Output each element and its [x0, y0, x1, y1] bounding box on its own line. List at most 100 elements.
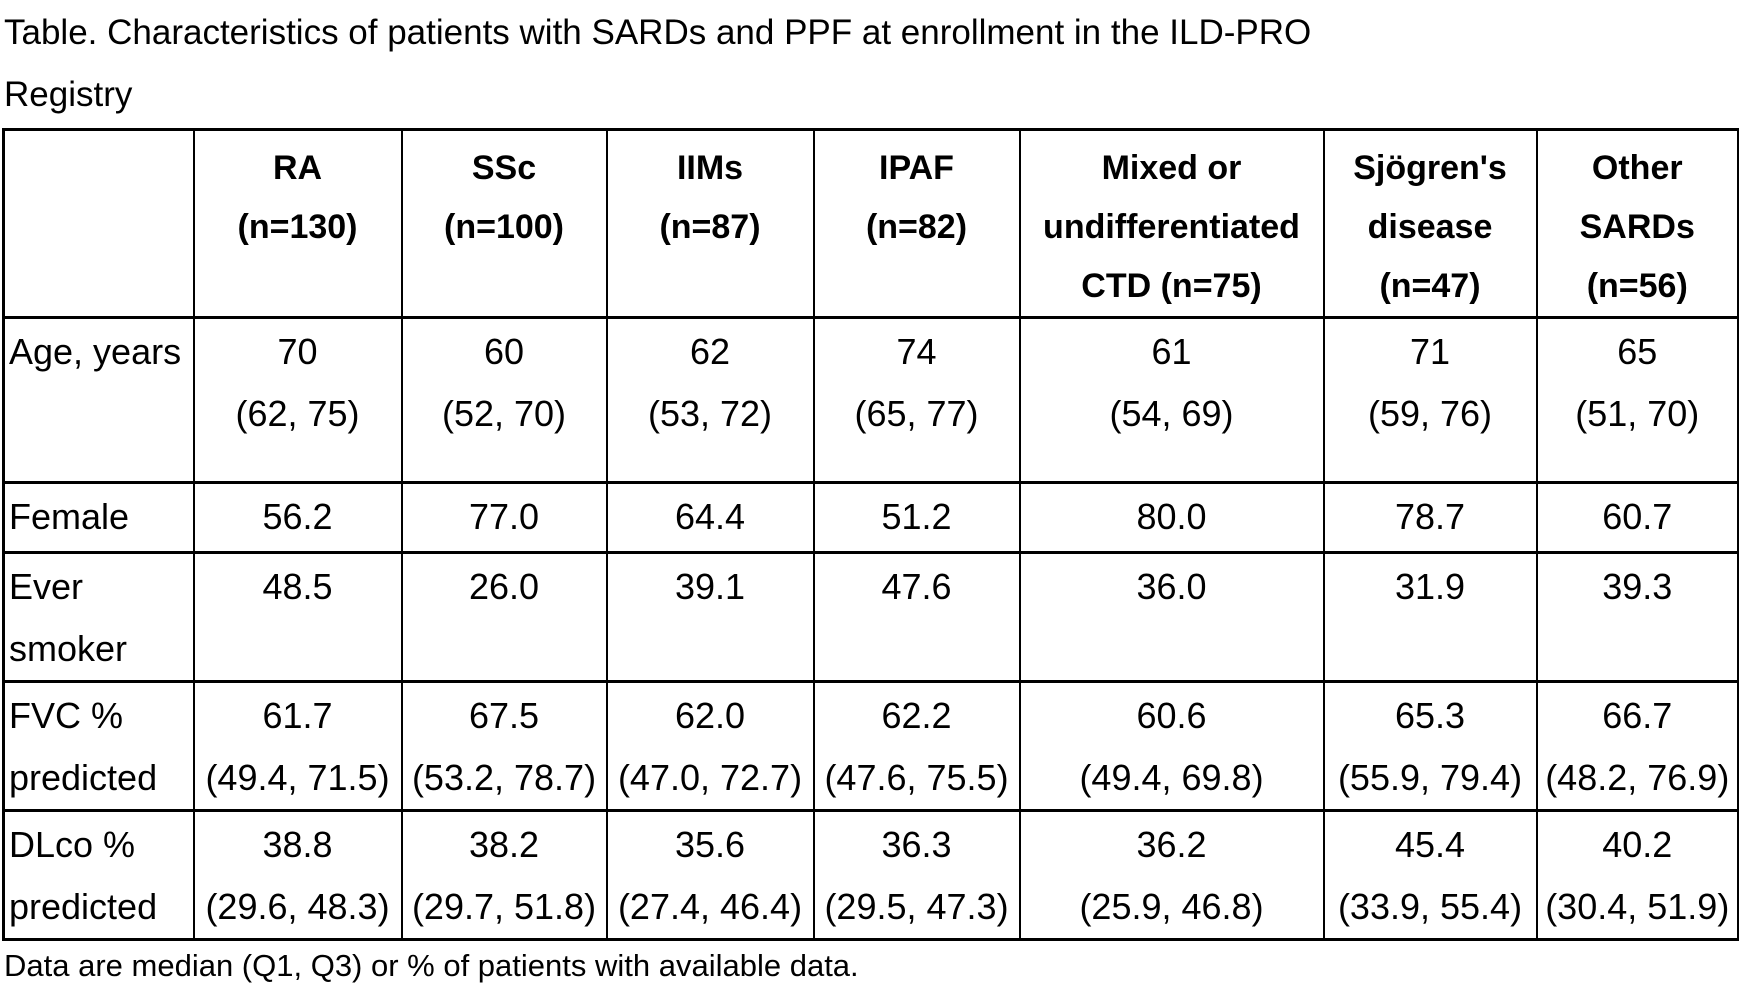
median-value: 77.0 — [468, 496, 540, 537]
data-cell: 39.3 — [1535, 551, 1739, 683]
data-cell: 51.2 — [812, 481, 1021, 554]
column-header: IPAF (n=82) — [812, 128, 1021, 319]
data-cell: 47.6 — [812, 551, 1021, 683]
data-cell: 64.4 — [605, 481, 815, 554]
median-value: 71 — [1409, 331, 1451, 372]
column-header-line: undifferentiated — [1043, 208, 1300, 246]
table-row: Ever smoker 48.5 26.0 39.1 47.6 36.0 31.9 39.3 — [2, 551, 1739, 683]
data-cell: 36.3 (29.5, 47.3) — [812, 809, 1021, 941]
column-header-line: CTD (n=75) — [1081, 267, 1262, 305]
median-value: 65 — [1617, 331, 1658, 372]
iqr-value: (27.4, 46.4) — [617, 886, 803, 927]
median-value: 62.0 — [674, 695, 746, 736]
median-value: 26.0 — [468, 566, 540, 607]
iqr-value: (65, 77) — [854, 393, 979, 434]
data-cell: 60.6 (49.4, 69.8) — [1018, 680, 1325, 812]
iqr-value: (29.5, 47.3) — [824, 886, 1009, 927]
column-header: Sjögren's disease (n=47) — [1322, 128, 1538, 319]
column-header-line: disease — [1367, 208, 1493, 246]
iqr-value: (55.9, 79.4) — [1337, 757, 1523, 798]
data-cell: 56.2 — [192, 481, 403, 554]
column-header-line: (n=56) — [1586, 267, 1688, 305]
median-value: 78.7 — [1394, 496, 1466, 537]
iqr-value: (29.7, 51.8) — [411, 886, 597, 927]
header-row: RA (n=130) SSc (n=100) IIMs (n=87) IPAF (n=82) M… — [2, 128, 1739, 319]
table-title: Table. Characteristics of patients with … — [2, 2, 1739, 126]
column-header-line: (n=47) — [1379, 267, 1481, 305]
table-row: Age, years 70 (62, 75) 60 (52, 70) 62 (53, 72)… — [2, 316, 1739, 484]
column-header: RA (n=130) — [192, 128, 403, 319]
table-footnote: Data are median (Q1, Q3) or % of patient… — [4, 948, 859, 983]
row-label-line: Age, years — [9, 331, 182, 372]
data-cell: 38.2 (29.7, 51.8) — [400, 809, 608, 941]
iqr-value: (49.4, 71.5) — [205, 757, 390, 798]
data-cell: 60 (52, 70) — [400, 316, 608, 484]
row-label-line: smoker — [9, 628, 128, 669]
column-header: Other SARDs (n=56) — [1535, 128, 1739, 319]
column-header-line: IPAF — [879, 149, 954, 187]
data-cell: 66.7 (48.2, 76.9) — [1535, 680, 1739, 812]
median-value: 48.5 — [262, 566, 333, 607]
column-header-line: RA — [272, 149, 323, 187]
column-header-line: IIMs — [676, 149, 744, 187]
median-value: 65.3 — [1394, 695, 1466, 736]
iqr-value: (47.0, 72.7) — [617, 757, 803, 798]
row-label-line: Ever — [9, 566, 84, 607]
table-title-line-2: Registry — [4, 75, 133, 114]
data-cell: 61.7 (49.4, 71.5) — [192, 680, 403, 812]
data-cell: 65 (51, 70) — [1535, 316, 1739, 484]
column-header-line: Sjögren's — [1353, 149, 1507, 187]
iqr-value: (59, 76) — [1367, 393, 1493, 434]
table-row: DLco % predicted 38.8 (29.6, 48.3) 38.2 (29.7… — [2, 809, 1739, 941]
row-label-line: predicted — [9, 886, 158, 927]
data-cell: 31.9 — [1322, 551, 1538, 683]
column-header-line: (n=100) — [444, 208, 564, 246]
median-value: 56.2 — [262, 496, 333, 537]
iqr-value: (62, 75) — [235, 393, 360, 434]
row-label-cell: FVC % predicted — [2, 680, 195, 812]
data-cell: 36.0 — [1018, 551, 1325, 683]
median-value: 45.4 — [1394, 824, 1466, 865]
median-value: 64.4 — [674, 496, 746, 537]
data-cell: 65.3 (55.9, 79.4) — [1322, 680, 1538, 812]
row-label-cell: Age, years — [2, 316, 195, 484]
iqr-value: (53, 72) — [647, 393, 773, 434]
median-value: 67.5 — [468, 695, 540, 736]
median-value: 47.6 — [881, 566, 952, 607]
median-value: 40.2 — [1602, 824, 1673, 865]
iqr-value: (49.4, 69.8) — [1079, 757, 1264, 798]
median-value: 62 — [689, 331, 731, 372]
median-value: 60.7 — [1602, 496, 1673, 537]
median-value: 51.2 — [881, 496, 952, 537]
row-label-line: Female — [9, 496, 130, 537]
row-label-line: FVC % — [9, 695, 124, 736]
table-title-line-1: Table. Characteristics of patients with … — [4, 13, 1312, 52]
iqr-value: (48.2, 76.9) — [1545, 757, 1730, 798]
median-value: 74 — [896, 331, 937, 372]
median-value: 80.0 — [1136, 496, 1207, 537]
data-cell: 77.0 — [400, 481, 608, 554]
table-row: FVC % predicted 61.7 (49.4, 71.5) 67.5 (53.2,… — [2, 680, 1739, 812]
median-value: 60 — [483, 331, 525, 372]
column-header-line: Mixed or — [1101, 149, 1242, 187]
iqr-value: (51, 70) — [1575, 393, 1700, 434]
iqr-value: (52, 70) — [441, 393, 567, 434]
median-value: 66.7 — [1602, 695, 1673, 736]
iqr-value: (29.6, 48.3) — [205, 886, 390, 927]
data-cell: 62 (53, 72) — [605, 316, 815, 484]
median-value: 38.2 — [468, 824, 540, 865]
column-header: SSc (n=100) — [400, 128, 608, 319]
column-header: Mixed or undifferentiated CTD (n=75) — [1018, 128, 1325, 319]
characteristics-table: RA (n=130) SSc (n=100) IIMs (n=87) IPAF (n=82) M… — [2, 128, 1739, 941]
iqr-value: (30.4, 51.9) — [1545, 886, 1730, 927]
corner-cell — [2, 128, 195, 319]
median-value: 38.8 — [262, 824, 333, 865]
median-value: 36.2 — [1136, 824, 1207, 865]
median-value: 60.6 — [1136, 695, 1207, 736]
iqr-value: (25.9, 46.8) — [1079, 886, 1264, 927]
data-cell: 62.2 (47.6, 75.5) — [812, 680, 1021, 812]
data-cell: 39.1 — [605, 551, 815, 683]
data-cell: 60.7 — [1535, 481, 1739, 554]
data-cell: 61 (54, 69) — [1018, 316, 1325, 484]
